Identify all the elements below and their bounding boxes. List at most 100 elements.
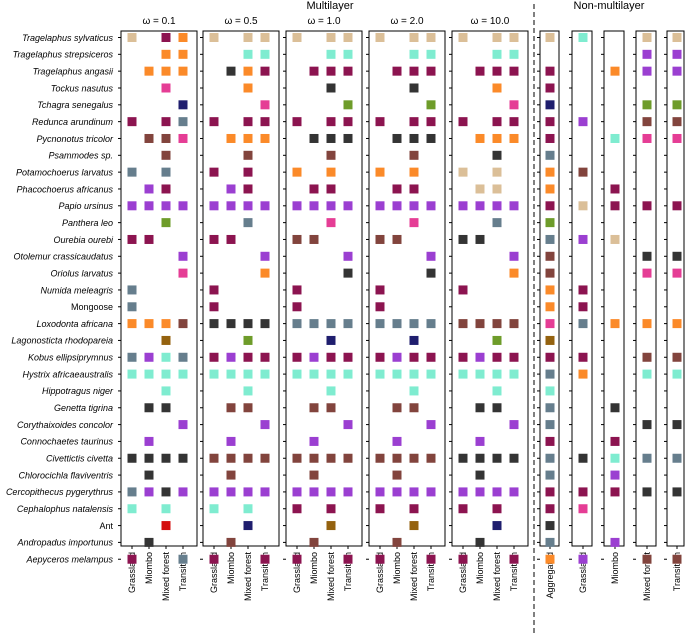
module-cell-hippotragus-niger-mixed-forest <box>326 386 336 396</box>
module-cell-kobus-ellipsiprymnus-grassland <box>578 352 588 362</box>
module-cell-chlorocichla-flaviventris-miombo <box>475 470 485 480</box>
module-cell-redunca-arundinum-mixed-forest <box>161 117 171 127</box>
module-cell-potamochoerus-larvatus-mixed-forest <box>161 167 171 177</box>
module-cell-mongoose-grassland <box>375 302 385 312</box>
module-cell-tragelaphus-angasii-mixed-forest <box>326 66 336 76</box>
module-cell-kobus-ellipsiprymnus-mixed-forest <box>326 352 336 362</box>
module-cell-ourebia-ourebi-grassland <box>458 234 468 244</box>
module-cell-panthera-leo-mixed-forest <box>492 218 502 228</box>
module-cell-civettictis-civetta-mixed-forest <box>326 453 336 463</box>
module-cell-redunca-arundinum-grassland <box>375 117 385 127</box>
module-cell-loxodonta-africana-miombo <box>392 319 402 329</box>
module-cell-tragelaphus-sylvaticus-grassland <box>578 33 588 42</box>
module-cell-loxodonta-africana-miombo <box>475 319 485 329</box>
module-cell-mongoose-aggregated <box>545 302 555 312</box>
module-cell-civettictis-civetta-miombo <box>392 453 402 463</box>
module-cell-corythaixoides-concolor-mixed-forest <box>642 420 652 430</box>
module-cell-tragelaphus-angasii-transition <box>178 66 188 76</box>
module-cell-civettictis-civetta-grassland <box>458 453 468 463</box>
module-cell-cercopithecus-pygerythrus-miombo <box>392 487 402 497</box>
module-cell-tchagra-senegalus-mixed-forest <box>642 100 652 110</box>
module-cell-tragelaphus-sylvaticus-aggregated <box>545 33 555 42</box>
module-cell-panthera-leo-mixed-forest <box>161 218 171 228</box>
module-cell-redunca-arundinum-grassland <box>127 117 137 127</box>
module-cell-kobus-ellipsiprymnus-grassland <box>292 352 302 362</box>
module-cell-numida-meleagris-grassland <box>292 285 302 295</box>
habitat-label-mixed-forest: Mixed forest <box>161 552 171 602</box>
module-cell-papio-ursinus-miombo <box>144 201 154 211</box>
module-cell-papio-ursinus-miombo <box>392 201 402 211</box>
module-cell-oriolus-larvatus-transition <box>426 268 436 278</box>
species-label-otolemur-crassicaudatus: Otolemur crassicaudatus <box>13 252 113 262</box>
module-cell-kobus-ellipsiprymnus-mixed-forest <box>161 352 171 362</box>
module-cell-chlorocichla-flaviventris-miombo <box>392 470 402 480</box>
non-multilayer-panel-mixed-forest: Mixed forest <box>633 30 657 601</box>
module-cell-corythaixoides-concolor-transition <box>426 420 436 430</box>
module-cell-kobus-ellipsiprymnus-mixed-forest <box>492 352 502 362</box>
species-label-phacochoerus-africanus: Phacochoerus africanus <box>16 184 113 194</box>
module-cell-loxodonta-africana-miombo <box>610 319 620 329</box>
species-label-genetta-tigrina: Genetta tigrina <box>54 403 113 413</box>
module-cell-corythaixoides-concolor-transition <box>343 420 353 430</box>
module-cell-kobus-ellipsiprymnus-grassland <box>209 352 219 362</box>
module-cell-otolemur-crassicaudatus-transition <box>260 251 270 261</box>
module-cell-tragelaphus-angasii-transition <box>343 66 353 76</box>
module-cell-cercopithecus-pygerythrus-grassland <box>578 487 588 497</box>
module-cell-aepyceros-melampus-transition <box>426 554 436 564</box>
module-cell-connochaetes-taurinus-aggregated <box>545 436 555 446</box>
module-cell-andropadus-importunus-miombo <box>226 537 236 547</box>
module-cell-cercopithecus-pygerythrus-transition <box>509 487 519 497</box>
module-cell-connochaetes-taurinus-miombo <box>392 436 402 446</box>
module-cell-tragelaphus-sylvaticus-mixed-forest <box>326 33 336 42</box>
module-cell-ant-mixed-forest <box>161 521 171 531</box>
module-cell-oriolus-larvatus-aggregated <box>545 268 555 278</box>
module-cell-ourebia-ourebi-miombo <box>610 234 620 244</box>
module-cell-hippotragus-niger-mixed-forest <box>243 386 253 396</box>
module-cell-tragelaphus-angasii-mixed-forest <box>243 66 253 76</box>
species-label-mongoose: Mongoose <box>71 302 113 312</box>
module-cell-civettictis-civetta-miombo <box>226 453 236 463</box>
module-cell-andropadus-importunus-miombo <box>309 537 319 547</box>
module-cell-kobus-ellipsiprymnus-transition <box>178 352 188 362</box>
omega-panel-3-frame <box>285 30 363 547</box>
omega-panel-2-frame <box>202 30 280 547</box>
module-cell-potamochoerus-larvatus-grassland <box>578 167 588 177</box>
module-cell-papio-ursinus-grassland <box>292 201 302 211</box>
module-cell-connochaetes-taurinus-miombo <box>144 436 154 446</box>
species-label-cephalophus-natalensis: Cephalophus natalensis <box>17 504 114 514</box>
module-cell-cercopithecus-pygerythrus-miombo <box>226 487 236 497</box>
habitat-label-transition: Transition <box>426 552 436 591</box>
module-cell-numida-meleagris-grassland <box>578 285 588 295</box>
species-label-panthera-leo: Panthera leo <box>62 218 113 228</box>
module-cell-tragelaphus-sylvaticus-mixed-forest <box>243 33 253 42</box>
module-cell-kobus-ellipsiprymnus-miombo <box>226 352 236 362</box>
module-cell-ourebia-ourebi-miombo <box>392 234 402 244</box>
module-cell-phacochoerus-africanus-mixed-forest <box>326 184 336 194</box>
module-cell-pycnonotus-tricolor-aggregated <box>545 133 555 143</box>
module-cell-pycnonotus-tricolor-transition <box>260 133 270 143</box>
module-cell-civettictis-civetta-mixed-forest <box>409 453 419 463</box>
module-cell-papio-ursinus-miombo <box>610 201 620 211</box>
module-cell-tragelaphus-sylvaticus-transition <box>426 33 436 42</box>
module-cell-tockus-nasutus-mixed-forest <box>161 83 171 93</box>
module-cell-genetta-tigrina-aggregated <box>545 403 555 413</box>
module-cell-civettictis-civetta-miombo <box>309 453 319 463</box>
module-cell-redunca-arundinum-mixed-forest <box>326 117 336 127</box>
module-cell-hystrix-africaeaustralis-grassland <box>578 369 588 379</box>
non-multilayer-panel-miombo-frame <box>603 30 625 547</box>
module-cell-cercopithecus-pygerythrus-grassland <box>209 487 219 497</box>
module-cell-tragelaphus-sylvaticus-grassland <box>458 33 468 42</box>
module-cell-oriolus-larvatus-transition <box>343 268 353 278</box>
module-cell-tragelaphus-strepsiceros-transition <box>672 49 682 59</box>
module-cell-tragelaphus-sylvaticus-transition <box>672 33 682 42</box>
module-cell-loxodonta-africana-grassland <box>578 319 588 329</box>
module-cell-phacochoerus-africanus-miombo <box>610 184 620 194</box>
module-cell-papio-ursinus-grassland <box>375 201 385 211</box>
module-cell-tockus-nasutus-mixed-forest <box>326 83 336 93</box>
module-cell-civettictis-civetta-transition <box>509 453 519 463</box>
module-cell-pycnonotus-tricolor-miombo <box>392 133 402 143</box>
module-cell-papio-ursinus-transition <box>426 201 436 211</box>
module-cell-cercopithecus-pygerythrus-miombo <box>475 487 485 497</box>
module-cell-redunca-arundinum-aggregated <box>545 117 555 127</box>
module-cell-tragelaphus-strepsiceros-transition <box>260 49 270 59</box>
